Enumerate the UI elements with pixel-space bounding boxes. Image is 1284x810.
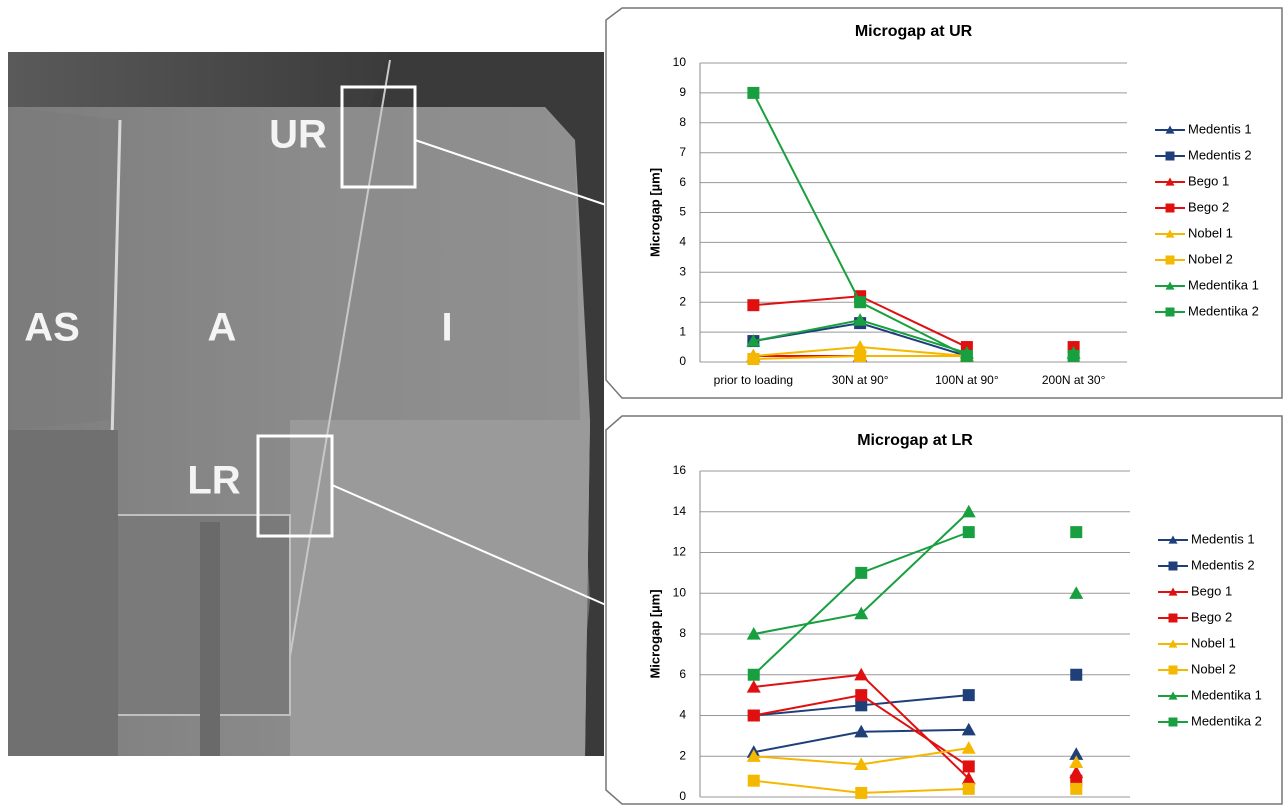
y-tick-label: 4 xyxy=(679,235,686,249)
marker xyxy=(855,787,867,799)
legend-marker xyxy=(1169,562,1178,571)
y-tick-label: 8 xyxy=(679,626,686,640)
legend-label: Nobel 1 xyxy=(1188,225,1233,240)
x-tick-label: 200N at 30° xyxy=(1042,373,1106,387)
y-tick-label: 7 xyxy=(679,145,686,159)
legend-label: Medentis 1 xyxy=(1188,121,1252,136)
marker xyxy=(1070,526,1082,538)
legend-label: Medentis 2 xyxy=(1191,557,1255,572)
marker xyxy=(747,87,759,99)
y-tick-label: 8 xyxy=(679,115,686,129)
image-label: AS xyxy=(24,306,80,350)
legend-label: Bego 1 xyxy=(1191,583,1232,598)
y-tick-label: 2 xyxy=(679,294,686,308)
legend-marker xyxy=(1169,718,1178,727)
y-tick-label: 2 xyxy=(679,748,686,762)
legend-label: Nobel 2 xyxy=(1188,251,1233,266)
y-tick-label: 0 xyxy=(679,354,686,368)
image-label: A xyxy=(208,306,237,350)
y-tick-label: 10 xyxy=(673,585,687,599)
legend-label: Medentika 2 xyxy=(1188,303,1259,318)
figure: AS A I UR LR Microgap at UR Microgap [µm]… xyxy=(0,0,1284,805)
marker xyxy=(748,775,760,787)
y-axis-label: Microgap [µm] xyxy=(647,168,662,257)
marker xyxy=(854,350,866,362)
y-tick-label: 0 xyxy=(679,789,686,803)
legend-marker xyxy=(1166,308,1175,317)
y-tick-label: 16 xyxy=(673,463,687,477)
x-tick-label: prior to loading xyxy=(714,373,793,387)
y-tick-label: 9 xyxy=(679,85,686,99)
legend-label: Medentika 1 xyxy=(1188,277,1259,292)
legend-marker xyxy=(1166,204,1175,213)
legend-label: Nobel 2 xyxy=(1191,661,1236,676)
y-tick-label: 6 xyxy=(679,175,686,189)
legend-label: Bego 2 xyxy=(1188,199,1229,214)
marker xyxy=(963,689,975,701)
x-tick-label: 100N at 90° xyxy=(935,373,999,387)
y-tick-label: 12 xyxy=(673,545,687,559)
y-tick-label: 4 xyxy=(679,708,686,722)
marker xyxy=(1070,783,1082,795)
y-tick-label: 10 xyxy=(673,55,687,69)
marker xyxy=(961,350,973,362)
image-label: I xyxy=(441,306,452,350)
x-tick-label: 30N at 90° xyxy=(832,373,889,387)
marker xyxy=(963,760,975,772)
marker xyxy=(1070,669,1082,681)
legend-marker xyxy=(1169,666,1178,675)
marker xyxy=(748,710,760,722)
image-label: LR xyxy=(187,459,240,503)
y-tick-label: 6 xyxy=(679,667,686,681)
marker xyxy=(748,669,760,681)
marker xyxy=(963,526,975,538)
y-tick-label: 1 xyxy=(679,324,686,338)
legend-label: Medentika 1 xyxy=(1191,687,1262,702)
chart-frames xyxy=(606,8,1282,804)
legend-label: Medentika 2 xyxy=(1191,713,1262,728)
y-tick-label: 5 xyxy=(679,205,686,219)
marker xyxy=(963,783,975,795)
marker xyxy=(1068,350,1080,362)
chart-title: Microgap at UR xyxy=(855,23,973,40)
chart-title: Microgap at LR xyxy=(857,432,973,449)
marker xyxy=(854,296,866,308)
xray-image: AS A I UR LR xyxy=(8,52,606,756)
legend-label: Medentis 1 xyxy=(1191,531,1255,546)
legend-label: Bego 1 xyxy=(1188,173,1229,188)
marker xyxy=(747,299,759,311)
y-tick-label: 3 xyxy=(679,264,686,278)
legend-label: Medentis 2 xyxy=(1188,147,1252,162)
legend-label: Nobel 1 xyxy=(1191,635,1236,650)
legend-marker xyxy=(1169,614,1178,623)
legend-marker xyxy=(1166,256,1175,265)
y-tick-label: 14 xyxy=(673,504,687,518)
legend-marker xyxy=(1166,152,1175,161)
y-axis-label: Microgap [µm] xyxy=(647,589,662,678)
image-label: UR xyxy=(269,113,327,157)
marker xyxy=(855,689,867,701)
marker xyxy=(855,567,867,579)
legend-label: Bego 2 xyxy=(1191,609,1232,624)
marker xyxy=(747,353,759,365)
